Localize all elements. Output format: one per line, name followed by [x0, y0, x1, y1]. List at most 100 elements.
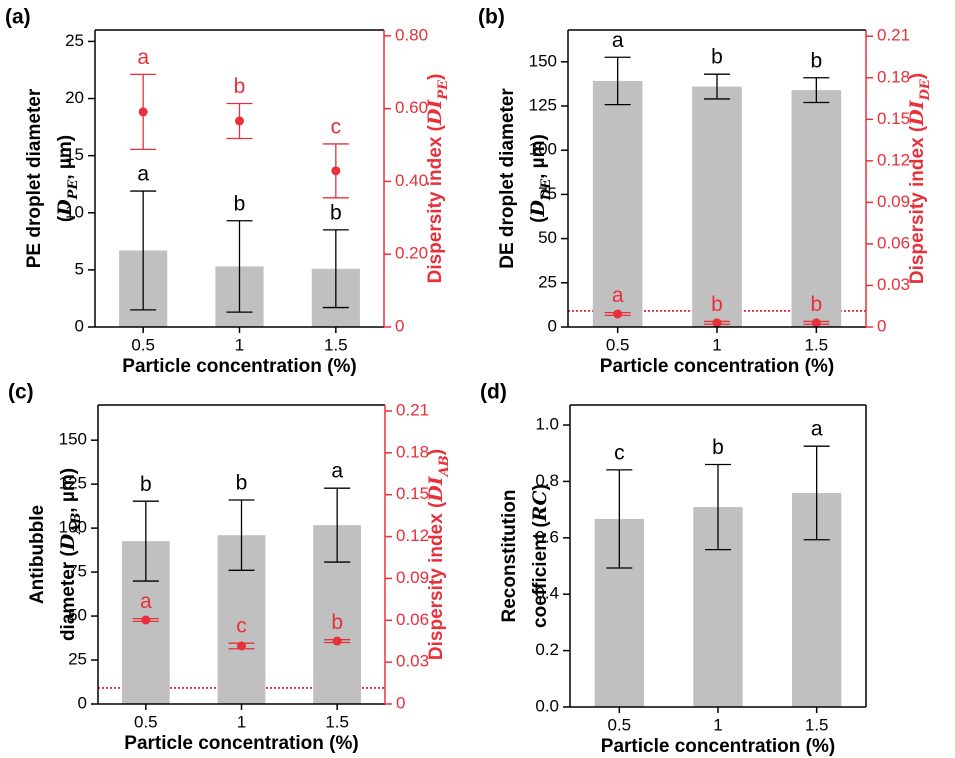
- bar: [692, 86, 742, 327]
- y-axis-label-part: ): [530, 484, 551, 490]
- y-axis-label-part: (: [55, 215, 76, 222]
- significance-label: b: [234, 75, 246, 98]
- y-tick-label: 10: [65, 202, 84, 221]
- y-axis-label-part: PE droplet diameter: [24, 88, 45, 268]
- significance-label: a: [137, 163, 149, 186]
- y-tick-label: 125: [529, 96, 557, 115]
- x-tick-label: 0.5: [608, 715, 632, 734]
- bar: [592, 80, 643, 328]
- y2-axis-label-part: DI: [906, 99, 928, 126]
- y2-tick-label: 0.09: [877, 192, 910, 211]
- y2-tick-label: 0.12: [396, 526, 429, 545]
- y-axis-label-part: PE: [66, 179, 81, 201]
- y-tick-label: 50: [68, 606, 87, 625]
- y2-axis-label-part: ): [425, 74, 446, 80]
- y2-axis-label-part: Dispersity index (: [426, 501, 447, 660]
- significance-label: b: [331, 611, 343, 634]
- panel-label: (b): [478, 6, 505, 29]
- y-axis-label: DE droplet diameter: [497, 88, 518, 269]
- x-tick-label: 0.5: [131, 335, 155, 354]
- y-axis-label-part: Reconstitution: [499, 490, 520, 623]
- y-axis-label-part: , µm): [528, 134, 549, 179]
- y2-tick-label: 0.20: [395, 244, 428, 263]
- y-tick-label: 25: [538, 272, 557, 291]
- significance-label: c: [331, 115, 342, 138]
- panel-label: (a): [5, 6, 31, 29]
- significance-label: b: [810, 49, 822, 72]
- y-tick-label: 100: [529, 140, 557, 159]
- significance-label: a: [137, 46, 149, 69]
- y-axis-label-part: diameter (: [58, 550, 79, 641]
- significance-label: c: [614, 441, 625, 464]
- y2-axis-label-part: DI: [425, 475, 447, 502]
- x-axis-label: Particle concentration (%): [601, 736, 835, 757]
- y-axis-label-part: AB: [69, 513, 84, 536]
- y-axis-label-part: , µm): [58, 468, 79, 513]
- significance-label: a: [331, 460, 343, 483]
- y-axis-label-part: (: [528, 216, 549, 223]
- y-tick-label: 25: [65, 31, 84, 50]
- x-tick-label: 1: [237, 712, 246, 731]
- y2-tick-label: 0: [396, 693, 405, 712]
- x-tick-label: 1: [712, 335, 721, 354]
- y-axis-label: (DPE, µm): [54, 135, 81, 222]
- y2-axis-label-part: DI: [424, 99, 446, 126]
- x-axis-label: Particle concentration (%): [122, 356, 356, 377]
- y2-tick-label: 0.18: [396, 442, 429, 461]
- y-axis-label-part: D: [527, 200, 549, 218]
- y2-axis-label-part: Dispersity index (: [425, 124, 446, 283]
- y-axis-label-part: DE droplet diameter: [497, 88, 518, 269]
- significance-label: b: [711, 46, 723, 69]
- y2-tick-label: 0.40: [395, 171, 428, 190]
- y2-tick-label: 0.60: [395, 98, 428, 117]
- x-axis-label: Particle concentration (%): [124, 733, 358, 754]
- y-tick-label: 75: [538, 184, 557, 203]
- y-tick-label: 0.2: [535, 640, 559, 659]
- y2-tick-label: 0: [877, 316, 886, 335]
- y2-tick-label: 0.12: [877, 150, 910, 169]
- bar: [791, 90, 842, 327]
- y-axis-label-part: D: [54, 199, 76, 217]
- significance-label: a: [140, 590, 152, 613]
- y-tick-label: 0.4: [535, 584, 559, 603]
- y-axis-label-part: Antibubble: [27, 505, 48, 604]
- y2-axis-label: Dispersity index (DIPE): [424, 74, 451, 284]
- x-tick-label: 1.5: [325, 712, 349, 731]
- significance-label: b: [711, 293, 723, 316]
- significance-label: b: [234, 192, 246, 215]
- significance-label: b: [330, 201, 342, 224]
- y2-tick-label: 0.03: [396, 652, 429, 671]
- y2-tick-label: 0.18: [877, 67, 910, 86]
- y2-axis-label-part: AB: [437, 455, 452, 478]
- panel-label: (d): [480, 381, 507, 404]
- significance-label: b: [140, 473, 152, 496]
- y-axis-label-part: RC: [529, 490, 551, 522]
- y2-tick-label: 0.09: [396, 568, 429, 587]
- y2-axis-label-part: ): [907, 73, 928, 79]
- y-axis-label: (DDE, µm): [527, 134, 554, 223]
- y-tick-label: 150: [59, 430, 87, 449]
- significance-label: c: [236, 615, 247, 638]
- y2-axis-label-part: Dispersity index (: [907, 125, 928, 284]
- x-tick-label: 0.5: [134, 712, 158, 731]
- y-tick-label: 5: [75, 259, 84, 278]
- y-tick-label: 0.6: [535, 527, 559, 546]
- y-tick-label: 75: [68, 562, 87, 581]
- significance-label: a: [612, 29, 624, 52]
- significance-label: b: [712, 436, 724, 459]
- y2-axis-label: Dispersity index (DIAB): [425, 449, 452, 660]
- y-tick-label: 0: [548, 316, 557, 335]
- significance-label: a: [811, 418, 823, 441]
- y-axis-label-part: , µm): [55, 135, 76, 180]
- x-tick-label: 1.5: [324, 335, 348, 354]
- y2-tick-label: 0.06: [877, 233, 910, 252]
- y-tick-label: 0: [78, 693, 87, 712]
- y2-tick-label: 0.21: [877, 26, 910, 45]
- x-tick-label: 1.5: [805, 715, 829, 734]
- y2-tick-label: 0.03: [877, 275, 910, 294]
- y-axis-label: diameter (DAB, µm): [57, 468, 84, 641]
- y-tick-label: 1.0: [535, 415, 559, 434]
- y2-tick-label: 0.80: [395, 25, 428, 44]
- y2-tick-label: 0: [395, 316, 404, 335]
